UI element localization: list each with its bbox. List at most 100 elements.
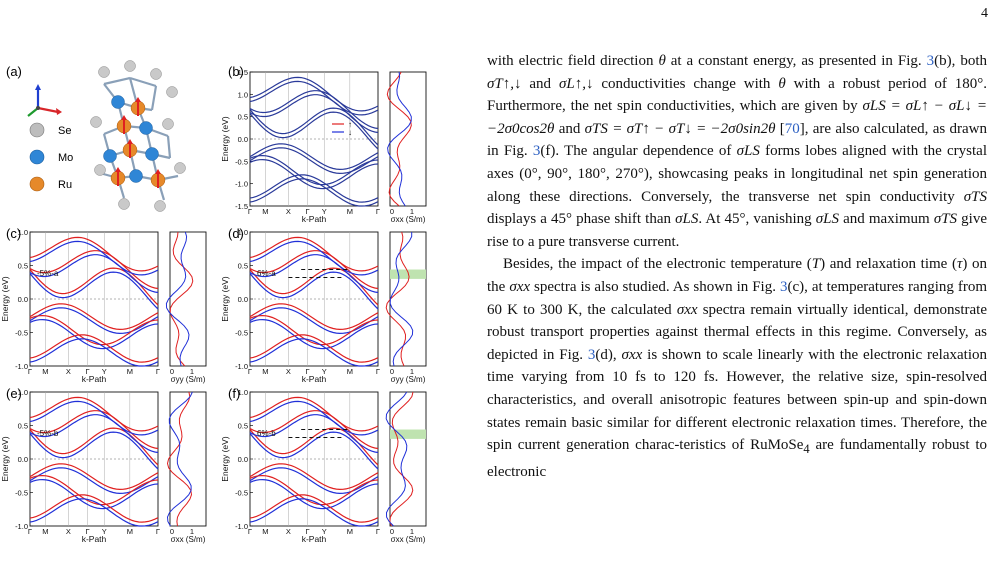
atom-se-label: Se: [58, 125, 71, 137]
se-atom-1: [124, 60, 136, 72]
k-label-c-6: Γ: [156, 367, 160, 376]
k-label-d-2: X: [286, 367, 291, 376]
sigma-label-f: σxx (S/m): [391, 535, 426, 544]
band-b-3-0: [249, 143, 379, 171]
k-label-b-1: M: [262, 207, 268, 216]
sigma-curve-c-1: [165, 231, 190, 367]
sigma-curve-e-1: [166, 391, 193, 527]
sigma-label-c: σyy (S/m): [171, 375, 206, 384]
k-label-b-0: Γ: [248, 207, 252, 216]
legend-up-label: ↑: [348, 120, 352, 129]
sigma-tick-0-e: 0: [170, 527, 174, 536]
se-atom-9: [154, 200, 166, 212]
ytick-label-d-3: -0.5: [235, 329, 248, 338]
band-d-5-0: [249, 334, 379, 363]
k-label-b-2: X: [286, 207, 291, 216]
k-label-e-2: X: [66, 527, 71, 536]
panel-label-d: (d): [228, 226, 244, 241]
spin-arrowhead-3: [115, 167, 121, 172]
spin-arrowhead-4: [155, 169, 161, 174]
band-b-1-0: [249, 90, 379, 130]
ytick-label-b-1: 1.0: [238, 90, 248, 99]
sigma-tick-0-c: 0: [170, 367, 174, 376]
k-label-b-4: Y: [322, 207, 327, 216]
mo-atom-4: [129, 169, 143, 183]
band-d-3-0: [249, 303, 379, 331]
sigma-tick-1-f: 1: [410, 527, 414, 536]
bond-0: [103, 76, 131, 86]
sigma-frame-e: [169, 391, 207, 527]
body-text: with electric field direction θ at a con…: [487, 50, 987, 483]
mo-atom-2: [103, 149, 117, 163]
ytick-label-f-3: -0.5: [235, 489, 248, 498]
fig-ref[interactable]: 3: [532, 143, 541, 160]
sigma-highlight-f: [390, 429, 426, 439]
ytick-label-b-3: 0.0: [238, 135, 248, 144]
sigma-tick-0-f: 0: [390, 527, 394, 536]
band-d-2-0: [249, 236, 379, 272]
band-b-2-0: [249, 76, 379, 112]
figure-3: (a) (b) (c) (d) (e) (f) Se Mo Ru 1.5 1.0 0…: [0, 60, 427, 544]
spin-arrowhead-0: [135, 97, 141, 102]
band-d-1-0: [249, 250, 379, 290]
panel-label-b: (b): [228, 64, 244, 79]
spin-legend: ↑↓: [332, 120, 352, 137]
band-c-2-0: [29, 236, 159, 272]
ylabel-c: Energy (eV): [0, 276, 10, 322]
ytick-label-d-2: 0.0: [238, 295, 248, 304]
k-label-c-0: Γ: [28, 367, 32, 376]
panel-label-e: (e): [6, 386, 22, 401]
k-label-f-3: Γ: [306, 527, 310, 536]
ytick-label-e-1: 0.5: [18, 422, 28, 431]
band-f-1-1: [249, 414, 379, 454]
k-label-e-3: Γ: [86, 527, 90, 536]
crystal-axes-icon: [27, 84, 62, 117]
sigma-label-d: σyy (S/m): [391, 375, 426, 384]
strain-label-c: -5%-a: [37, 269, 59, 278]
se-atom-2: [150, 68, 162, 80]
k-label-c-4: Y: [102, 367, 107, 376]
ytick-label-c-4: -1.0: [15, 362, 28, 371]
fig-ref[interactable]: 3: [587, 346, 596, 363]
bond-15: [166, 135, 172, 159]
band-f-1-0: [249, 410, 379, 450]
band-e-4-1: [29, 478, 159, 510]
k-label-f-2: X: [286, 527, 291, 536]
xlabel-b: k-Path: [302, 214, 327, 224]
fig-ref[interactable]: 3: [779, 278, 788, 295]
band-e-4-0: [29, 474, 159, 506]
band-e-1-1: [29, 414, 159, 454]
citation-link[interactable]: 70: [784, 120, 800, 137]
se-atom-6: [94, 164, 106, 176]
bond-4: [150, 85, 158, 111]
ytick-label-f-2: 0.0: [238, 455, 248, 464]
k-label-e-4: Y: [102, 527, 107, 536]
band-b-0-1: [249, 111, 379, 150]
ylabel-f: Energy (eV): [220, 436, 230, 482]
k-label-d-6: Γ: [376, 367, 380, 376]
band-c-4-1: [29, 318, 159, 350]
band-b-4-0: [249, 154, 379, 186]
k-label-f-4: Y: [322, 527, 327, 536]
atom-legend: Se Mo Ru: [29, 122, 73, 192]
ytick-label-e-4: -1.0: [15, 522, 28, 531]
band-b-4-1: [249, 158, 379, 190]
band-b-5-1: [249, 178, 379, 207]
band-e-5-0: [29, 494, 159, 523]
band-f-3-0: [249, 463, 379, 491]
band-c-0-1: [29, 271, 159, 310]
k-label-c-3: Γ: [86, 367, 90, 376]
fig-ref[interactable]: 3: [926, 53, 935, 69]
panel-label-a: (a): [6, 64, 22, 79]
band-c-5-1: [29, 338, 159, 367]
xlabel-f: k-Path: [302, 534, 327, 544]
k-label-e-6: Γ: [156, 527, 160, 536]
sigma-tick-1-d: 1: [410, 367, 414, 376]
atom-mo-icon: [29, 149, 45, 165]
band-c-4-0: [29, 314, 159, 346]
ytick-label-e-3: -0.5: [15, 489, 28, 498]
